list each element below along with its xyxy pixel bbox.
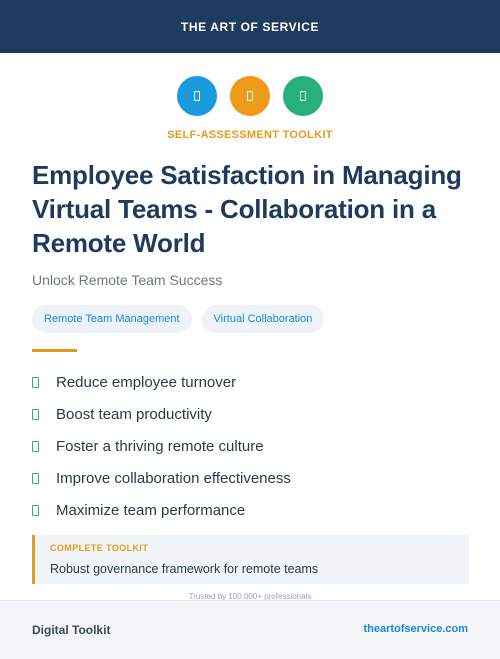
tag-remote-team-management: Remote Team Management xyxy=(32,305,192,333)
tag-virtual-collaboration: Virtual Collaboration xyxy=(201,305,325,333)
footer-label: Digital Toolkit xyxy=(32,623,111,637)
green-badge-icon xyxy=(283,76,323,116)
check-icon xyxy=(32,376,39,388)
tag-list: Remote Team Management Virtual Collabora… xyxy=(32,305,325,333)
benefit-text: Boost team productivity xyxy=(56,405,212,423)
check-icon xyxy=(32,440,39,452)
check-icon xyxy=(32,408,39,420)
orange-badge-icon xyxy=(230,76,270,116)
subtitle: Unlock Remote Team Success xyxy=(32,272,223,288)
footer: Digital Toolkit theartofservice.com xyxy=(0,600,500,659)
benefit-text: Reduce employee turnover xyxy=(56,373,237,391)
header-bar: THE ART OF SERVICE xyxy=(0,0,500,53)
website-link[interactable]: theartofservice.com xyxy=(363,623,468,635)
toolkit-callout: COMPLETE TOOLKIT Robust governance frame… xyxy=(32,535,469,584)
callout-label: COMPLETE TOOLKIT xyxy=(50,543,149,553)
benefit-item: Reduce employee turnover xyxy=(32,366,291,398)
benefit-item: Boost team productivity xyxy=(32,398,291,430)
benefit-item: Improve collaboration effectiveness xyxy=(32,462,291,494)
benefit-text: Foster a thriving remote culture xyxy=(56,437,264,455)
benefit-item: Foster a thriving remote culture xyxy=(32,430,291,462)
benefit-text: Maximize team performance xyxy=(56,501,246,519)
check-icon xyxy=(32,472,39,484)
benefit-text: Improve collaboration effectiveness xyxy=(56,469,291,487)
kicker-label: SELF-ASSESSMENT TOOLKIT xyxy=(167,129,333,141)
check-icon xyxy=(32,504,39,516)
icon-row xyxy=(0,76,500,116)
blue-badge-icon xyxy=(177,76,217,116)
page-title: Employee Satisfaction in Managing Virtua… xyxy=(32,160,462,258)
accent-divider xyxy=(32,349,77,352)
brand-name: THE ART OF SERVICE xyxy=(180,19,320,34)
benefit-item: Maximize team performance xyxy=(32,494,291,526)
callout-text: Robust governance framework for remote t… xyxy=(50,562,319,576)
trust-line: Trusted by 100,000+ professionals xyxy=(188,592,312,601)
benefit-list: Reduce employee turnover Boost team prod… xyxy=(32,366,291,526)
